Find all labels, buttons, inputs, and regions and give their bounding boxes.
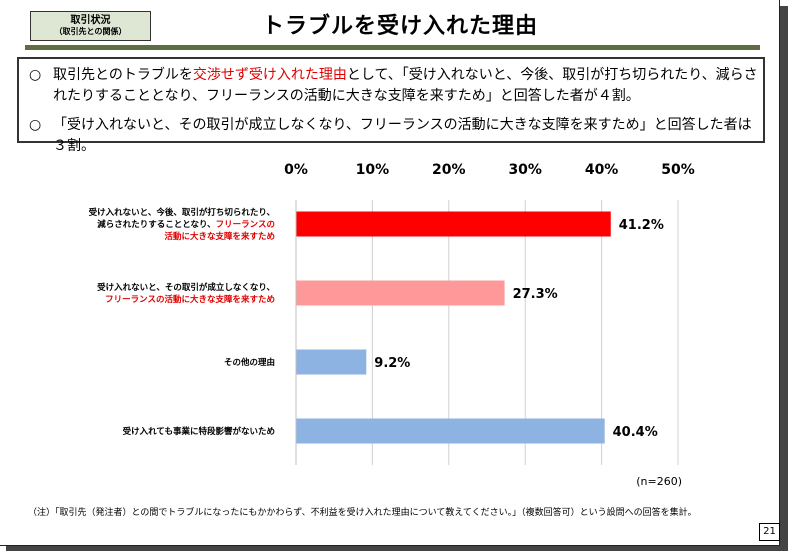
bar-value-label: 27.3%: [513, 287, 558, 302]
bar: [296, 280, 505, 306]
x-tick-label: 10%: [356, 162, 390, 178]
bar-value-label: 41.2%: [619, 218, 664, 233]
footnote: （注）「取引先（発注者）との間でトラブルになったにもかかわらず、不利益を受け入れ…: [28, 508, 697, 518]
bar: [296, 211, 611, 237]
title-underline: [25, 45, 760, 50]
summary-bullet-1-text: 取引先とのトラブルを交渉せず受け入れた理由として、「受け入れないと、今後、取引が…: [53, 65, 758, 107]
category-label: 活動に大きな支障を来すため: [164, 231, 275, 242]
bar: [296, 418, 605, 444]
x-tick-label: 40%: [585, 162, 619, 178]
category-label: 受け入れないと、その取引が成立しなくなり、: [97, 282, 275, 293]
summary-bullet-2-text: 「受け入れないと、その取引が成立しなくなり、フリーランスの活動に大きな支障を来す…: [53, 117, 752, 154]
category-label: 減らされたりすることとなり、フリーランスの: [97, 219, 275, 230]
x-tick-label: 30%: [508, 162, 542, 178]
bar-chart: 0% 10% 20% 30% 40% 50% 41.2% 受け入れないと、今後、取引が打ち切ら…: [89, 162, 695, 488]
slide-title: トラブルを受け入れた理由: [262, 14, 539, 39]
page-shadow-bottom: [6, 545, 788, 551]
page-shadow-right: [779, 6, 788, 551]
category-label: 受け入れないと、今後、取引が打ち切られたり、: [89, 207, 275, 218]
section-tag-line2: （取引先との関係）: [54, 27, 127, 36]
bar-value-label: 9.2%: [374, 356, 410, 371]
summary-bullet-1-part-b: として、「受け入れないと、今後、取引が打ち切られたり、減らされたりすることとなり…: [53, 67, 758, 104]
category-label: 受け入れても事業に特段影響がないため: [123, 426, 275, 437]
bar-value-label: 40.4%: [613, 425, 658, 440]
category-label: その他の理由: [224, 357, 275, 368]
section-tag-line1: 取引状況: [70, 15, 111, 26]
summary-bullet-1-highlight: 交渉せず受け入れた理由: [192, 67, 347, 83]
bullet-circle-icon: ○: [29, 117, 42, 133]
page-number: 21: [759, 523, 780, 541]
bar: [296, 349, 367, 375]
summary-box: ○ 取引先とのトラブルを交渉せず受け入れた理由として、「受け入れないと、今後、取…: [17, 57, 765, 154]
x-tick-label: 20%: [432, 162, 466, 178]
category-label: フリーランスの活動に大きな支障を来すため: [105, 294, 275, 305]
summary-bullet-1-part-a: 取引先とのトラブルを: [53, 67, 193, 83]
bullet-circle-icon: ○: [29, 67, 42, 83]
x-tick-label: 50%: [661, 162, 695, 178]
sample-size-label: (n=260): [636, 475, 682, 488]
x-tick-label: 0%: [284, 162, 308, 178]
section-tag: 取引状況 （取引先との関係）: [30, 11, 151, 41]
